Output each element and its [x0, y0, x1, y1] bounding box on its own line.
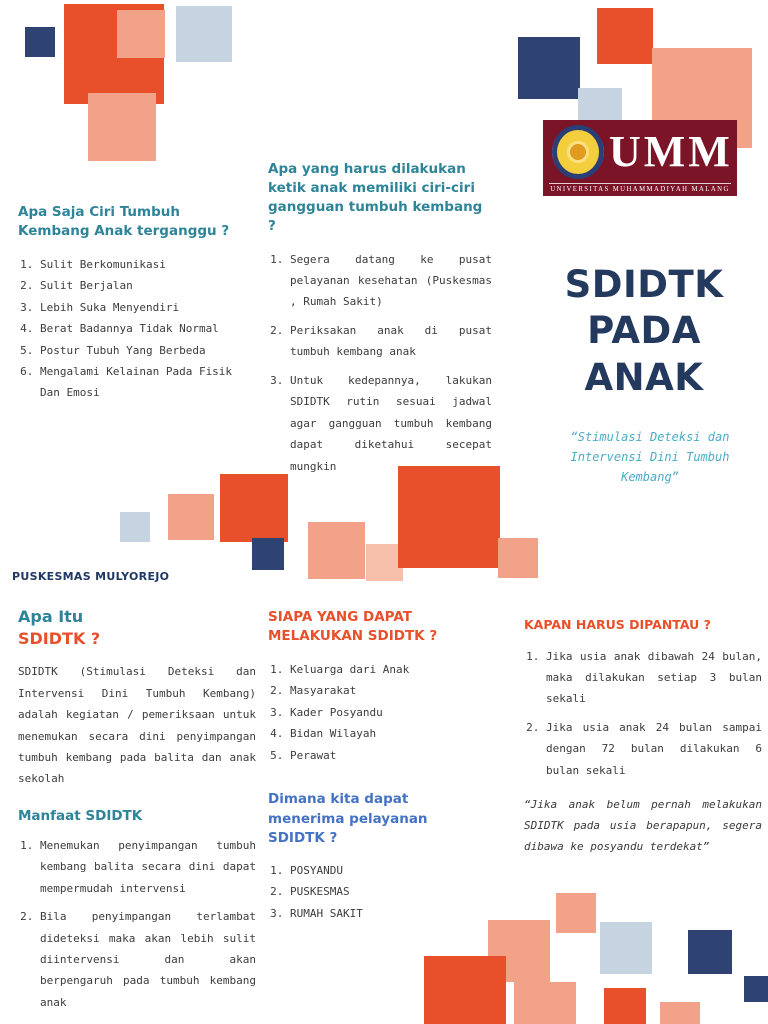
decor-square: [556, 893, 596, 933]
section-kapan-dipantau: KAPAN HARUS DIPANTAU ? Jika usia anak di…: [524, 616, 762, 858]
seal-ring: [552, 125, 604, 179]
logo-caption: UNIVERSITAS MUHAMMADIYAH MALANG: [549, 183, 731, 193]
ciri-list: Sulit Berkomunikasi Sulit Berjalan Lebih…: [18, 254, 246, 404]
manfaat-list: Menemukan penyimpangan tumbuh kembang ba…: [18, 835, 256, 1014]
list-item: RUMAH SAKIT: [290, 903, 480, 924]
decor-square: [168, 494, 214, 540]
list-item: Bidan Wilayah: [290, 723, 480, 744]
decor-square: [518, 37, 580, 99]
kapan-list: Jika usia anak dibawah 24 bulan, maka di…: [524, 646, 762, 782]
decor-square: [744, 976, 768, 1002]
list-item: Lebih Suka Menyendiri: [40, 297, 246, 318]
umm-logo: UMM UNIVERSITAS MUHAMMADIYAH MALANG: [543, 120, 737, 196]
list-item: POSYANDU: [290, 860, 480, 881]
tindakan-heading: Apa yang harus dilakukan ketik anak memi…: [268, 161, 483, 234]
cover-title: SDIDTK PADA ANAK: [528, 262, 760, 401]
decor-square: [688, 930, 732, 974]
decor-square: [498, 538, 538, 578]
list-item: Masyarakat: [290, 680, 480, 701]
decor-square: [398, 466, 500, 568]
section-tindakan: Apa yang harus dilakukan ketik anak memi…: [268, 160, 492, 484]
decor-square: [514, 982, 576, 1024]
cover-title-line1: SDIDTK: [564, 263, 724, 306]
brand-puskesmas: PUSKESMAS MULYOREJO: [12, 570, 170, 583]
umm-seal-icon: [552, 125, 604, 179]
dimana-list: POSYANDU PUSKESMAS RUMAH SAKIT: [268, 860, 480, 924]
list-item: Keluarga dari Anak: [290, 659, 480, 680]
decor-square: [308, 522, 365, 579]
section-siapa-dapat-melakukan: SIAPA YANG DAPAT MELAKUKAN SDIDTK ? Kelu…: [268, 608, 480, 924]
decor-square: [600, 922, 652, 974]
list-item: Periksakan anak di pusat tumbuh kembang …: [290, 320, 492, 363]
cover-quote: “Stimulasi Deteksi dan Intervensi Dini T…: [570, 430, 730, 484]
decor-square: [220, 474, 288, 542]
list-item: Menemukan penyimpangan tumbuh kembang ba…: [40, 835, 256, 899]
list-item: Jika usia anak dibawah 24 bulan, maka di…: [546, 646, 762, 710]
kapan-heading: KAPAN HARUS DIPANTAU ?: [524, 617, 711, 632]
siapa-heading: SIAPA YANG DAPAT MELAKUKAN SDIDTK ?: [268, 609, 438, 644]
decor-square: [176, 6, 232, 62]
decor-square: [660, 1002, 700, 1024]
dimana-heading: Dimana kita dapat menerima pelayanan SDI…: [268, 790, 428, 847]
list-item: Kader Posyandu: [290, 702, 480, 723]
decor-square: [117, 10, 165, 58]
list-item: Perawat: [290, 745, 480, 766]
ciri-heading: Apa Saja Ciri Tumbuh Kembang Anak tergan…: [18, 204, 230, 239]
list-item: Mengalami Kelainan Pada Fisik Dan Emosi: [40, 361, 246, 404]
list-item: Sulit Berkomunikasi: [40, 254, 246, 275]
decor-square: [597, 8, 653, 64]
list-item: Jika usia anak 24 bulan sampai dengan 72…: [546, 717, 762, 781]
logo-acronym: UMM: [609, 127, 733, 176]
seal-sun-icon: [570, 144, 586, 160]
apaitu-heading-line2: SDIDTK ?: [18, 628, 101, 648]
list-item: Segera datang ke pusat pelayanan kesehat…: [290, 249, 492, 313]
list-item: Postur Tubuh Yang Berbeda: [40, 340, 246, 361]
decor-square: [252, 538, 284, 570]
cover-title-line2: PADA ANAK: [584, 309, 704, 399]
section-ciri-tumbuh-kembang: Apa Saja Ciri Tumbuh Kembang Anak tergan…: [18, 203, 246, 404]
list-item: Bila penyimpangan terlambat dideteksi ma…: [40, 906, 256, 1013]
manfaat-heading: Manfaat SDIDTK: [18, 807, 143, 824]
decor-square: [25, 27, 55, 57]
decor-square: [88, 93, 156, 161]
list-item: Berat Badannya Tidak Normal: [40, 318, 246, 339]
list-item: Sulit Berjalan: [40, 275, 246, 296]
section-apa-itu-sdidtk: Apa Itu SDIDTK ? SDIDTK (Stimulasi Detek…: [18, 606, 256, 1020]
siapa-list: Keluarga dari Anak Masyarakat Kader Posy…: [268, 659, 480, 766]
tindakan-list: Segera datang ke pusat pelayanan kesehat…: [268, 249, 492, 477]
kapan-quote: “Jika anak belum pernah melakukan SDIDTK…: [524, 798, 762, 853]
list-item: PUSKESMAS: [290, 881, 480, 902]
apaitu-heading-line1: Apa Itu: [18, 607, 84, 626]
decor-square: [366, 544, 403, 581]
apaitu-paragraph: SDIDTK (Stimulasi Deteksi dan Intervensi…: [18, 665, 256, 786]
decor-square: [120, 512, 150, 542]
decor-square: [604, 988, 646, 1024]
decor-square: [424, 956, 506, 1024]
list-item: Untuk kedepannya, lakukan SDIDTK rutin s…: [290, 370, 492, 477]
